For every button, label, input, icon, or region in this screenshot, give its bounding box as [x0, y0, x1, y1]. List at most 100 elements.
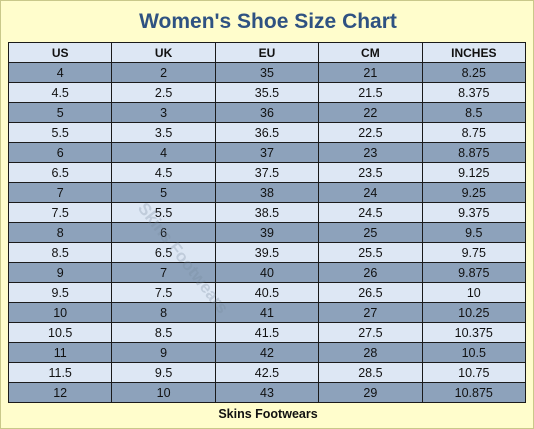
cell-us: 11.5: [7, 362, 113, 383]
cell-cm: 26.5: [318, 282, 423, 303]
cell-uk: 6: [111, 222, 216, 243]
header-cm: CM: [318, 42, 423, 63]
table-row: 8 6 39 25 9.5: [7, 222, 527, 243]
cell-us: 8: [7, 222, 113, 243]
cell-inches: 8.25: [421, 62, 527, 83]
cell-cm: 26: [318, 262, 423, 283]
header-uk: UK: [111, 42, 216, 63]
cell-eu: 37: [214, 142, 320, 163]
cell-cm: 27: [318, 302, 423, 323]
cell-inches: 10.5: [421, 342, 527, 363]
cell-us: 4.5: [7, 82, 113, 103]
cell-cm: 27.5: [318, 322, 423, 343]
cell-eu: 35.5: [214, 82, 320, 103]
cell-uk: 9.5: [111, 362, 216, 383]
cell-eu: 38: [214, 182, 320, 203]
table-row: 9 7 40 26 9.875: [7, 262, 527, 283]
cell-cm: 24.5: [318, 202, 423, 223]
header-eu: EU: [214, 42, 320, 63]
cell-us: 9.5: [7, 282, 113, 303]
cell-eu: 43: [214, 382, 320, 403]
cell-eu: 40.5: [214, 282, 320, 303]
cell-cm: 23.5: [318, 162, 423, 183]
cell-us: 8.5: [7, 242, 113, 263]
cell-us: 6: [7, 142, 113, 163]
cell-inches: 10.75: [421, 362, 527, 383]
table-row: 6 4 37 23 8.875: [7, 142, 527, 163]
table-row: 7.5 5.5 38.5 24.5 9.375: [7, 202, 527, 223]
cell-eu: 39: [214, 222, 320, 243]
cell-inches: 10.25: [421, 302, 527, 323]
cell-cm: 25.5: [318, 242, 423, 263]
cell-us: 12: [7, 382, 113, 403]
cell-eu: 42.5: [214, 362, 320, 383]
cell-inches: 9.75: [421, 242, 527, 263]
cell-inches: 9.125: [421, 162, 527, 183]
table-row: 10 8 41 27 10.25: [7, 302, 527, 323]
cell-uk: 5: [111, 182, 216, 203]
header-row: US UK EU CM INCHES: [7, 42, 527, 63]
cell-inches: 9.5: [421, 222, 527, 243]
table-row: 10.5 8.5 41.5 27.5 10.375: [7, 322, 527, 343]
cell-eu: 38.5: [214, 202, 320, 223]
cell-uk: 3.5: [111, 122, 216, 143]
cell-inches: 9.875: [421, 262, 527, 283]
cell-inches: 8.75: [421, 122, 527, 143]
cell-eu: 37.5: [214, 162, 320, 183]
cell-uk: 2.5: [111, 82, 216, 103]
cell-cm: 29: [318, 382, 423, 403]
cell-uk: 7.5: [111, 282, 216, 303]
table-row: 6.5 4.5 37.5 23.5 9.125: [7, 162, 527, 183]
table-row: 12 10 43 29 10.875: [7, 382, 527, 403]
cell-cm: 28.5: [318, 362, 423, 383]
cell-eu: 40: [214, 262, 320, 283]
cell-uk: 8.5: [111, 322, 216, 343]
cell-eu: 36: [214, 102, 320, 123]
cell-uk: 7: [111, 262, 216, 283]
cell-uk: 4: [111, 142, 216, 163]
table-row: 5 3 36 22 8.5: [7, 102, 527, 123]
cell-us: 7: [7, 182, 113, 203]
table-row: 4.5 2.5 35.5 21.5 8.375: [7, 82, 527, 103]
header-inches: INCHES: [421, 42, 527, 63]
cell-cm: 22: [318, 102, 423, 123]
chart-title: Women's Shoe Size Chart: [139, 10, 397, 33]
cell-us: 7.5: [7, 202, 113, 223]
cell-uk: 8: [111, 302, 216, 323]
cell-us: 9: [7, 262, 113, 283]
cell-uk: 4.5: [111, 162, 216, 183]
cell-cm: 25: [318, 222, 423, 243]
cell-uk: 3: [111, 102, 216, 123]
cell-us: 10.5: [7, 322, 113, 343]
cell-eu: 35: [214, 62, 320, 83]
cell-us: 5.5: [7, 122, 113, 143]
cell-uk: 6.5: [111, 242, 216, 263]
cell-inches: 9.375: [421, 202, 527, 223]
cell-inches: 10.875: [421, 382, 527, 403]
cell-us: 6.5: [7, 162, 113, 183]
cell-inches: 8.375: [421, 82, 527, 103]
cell-inches: 10: [421, 282, 527, 303]
footer-brand: Skins Footwears: [218, 407, 318, 421]
table-body: 4 2 35 21 8.25 4.5 2.5 35.5 21.5 8.375 5 3 36 22 8.5 5.…: [7, 62, 527, 403]
cell-cm: 21: [318, 62, 423, 83]
cell-eu: 36.5: [214, 122, 320, 143]
cell-inches: 8.875: [421, 142, 527, 163]
cell-uk: 9: [111, 342, 216, 363]
cell-cm: 24: [318, 182, 423, 203]
cell-inches: 10.375: [421, 322, 527, 343]
table-row: 5.5 3.5 36.5 22.5 8.75: [7, 122, 527, 143]
cell-us: 11: [7, 342, 113, 363]
cell-uk: 5.5: [111, 202, 216, 223]
cell-eu: 42: [214, 342, 320, 363]
cell-cm: 23: [318, 142, 423, 163]
cell-us: 5: [7, 102, 113, 123]
cell-cm: 21.5: [318, 82, 423, 103]
cell-inches: 9.25: [421, 182, 527, 203]
cell-eu: 41.5: [214, 322, 320, 343]
cell-eu: 41: [214, 302, 320, 323]
size-table: US UK EU CM INCHES 4 2 35 21 8.25 4.5 2.5 35.5 2…: [7, 42, 527, 403]
cell-us: 10: [7, 302, 113, 323]
cell-eu: 39.5: [214, 242, 320, 263]
